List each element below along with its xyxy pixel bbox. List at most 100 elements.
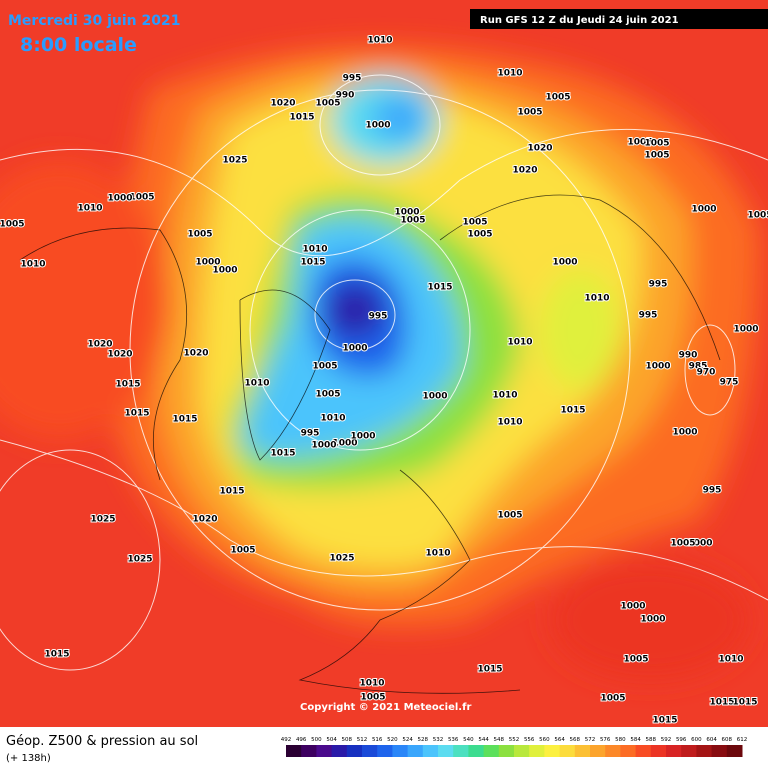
colorbar-tick: 536 <box>448 737 459 743</box>
pressure-label: 1000 <box>350 432 375 442</box>
pressure-label: 1015 <box>124 409 149 419</box>
colorbar: 492 496 500 504 508 512 516 520 524 528 532 536 540 5… <box>281 737 748 757</box>
pressure-label: 1005 <box>517 108 542 118</box>
pressure-label: 1005 <box>230 546 255 556</box>
pressure-label: 1000 <box>620 602 645 612</box>
pressure-label: 970 <box>697 368 716 378</box>
pressure-label: 1005 <box>545 93 570 103</box>
pressure-label: 1000 <box>195 258 220 268</box>
colorbar-swatch <box>726 745 743 757</box>
colorbar-swatch <box>696 745 713 757</box>
colorbar-tick: 548 <box>494 737 505 743</box>
pressure-label: 1025 <box>127 555 152 565</box>
pressure-label: 1000 <box>640 615 665 625</box>
pressure-label: 1015 <box>172 415 197 425</box>
pressure-label: 1025 <box>90 515 115 525</box>
pressure-label: 1005 <box>747 211 768 221</box>
pressure-label: 1010 <box>497 418 522 428</box>
pressure-label: 1000 <box>687 539 712 549</box>
colorbar-tick: 524 <box>402 737 413 743</box>
colorbar-swatch <box>453 745 469 757</box>
colorbar-swatch <box>681 745 697 757</box>
colorbar-swatch <box>514 745 530 757</box>
pressure-label: 1000 <box>645 362 670 372</box>
pressure-label: 1020 <box>270 99 295 109</box>
colorbar-tick: 504 <box>326 737 337 743</box>
colorbar-tick: 516 <box>372 737 383 743</box>
pressure-label: 1000 <box>672 428 697 438</box>
pressure-label: 1000 <box>733 325 758 335</box>
pressure-label: 1005 <box>312 362 337 372</box>
pressure-label: 1005 <box>670 539 695 549</box>
pressure-label: 1015 <box>300 258 325 268</box>
colorbar-tick: 556 <box>524 737 535 743</box>
colorbar-swatch <box>483 745 500 757</box>
pressure-label: 1005 <box>315 390 340 400</box>
pressure-label: 1015 <box>219 487 244 497</box>
pressure-label: 1000 <box>107 194 132 204</box>
pressure-label: 1010 <box>718 655 743 665</box>
pressure-label: 1000 <box>311 441 336 451</box>
colorbar-tick: 572 <box>585 737 596 743</box>
pressure-label: 1005 <box>0 220 25 230</box>
colorbar-tick: 592 <box>661 737 672 743</box>
colorbar-swatch <box>574 745 591 757</box>
pressure-label: 995 <box>369 312 388 322</box>
colorbar-tick: 496 <box>296 737 307 743</box>
pressure-label: 1000 <box>365 121 390 131</box>
pressure-label: 1015 <box>270 449 295 459</box>
pressure-label: 1005 <box>627 138 652 148</box>
colorbar-swatch <box>346 745 363 757</box>
colorbar-tick: 528 <box>418 737 429 743</box>
pressure-label: 1010 <box>77 204 102 214</box>
pressure-label: 1010 <box>302 245 327 255</box>
colorbar-swatch <box>392 745 409 757</box>
colorbar-tick: 584 <box>630 737 641 743</box>
colorbar-tick: 492 <box>281 737 292 743</box>
pressure-label: 1005 <box>360 693 385 703</box>
colorbar-tick: 576 <box>600 737 611 743</box>
colorbar-swatch <box>286 745 302 757</box>
colorbar-tick: 512 <box>357 737 368 743</box>
colorbar-swatch <box>635 745 652 757</box>
pressure-label: 1005 <box>462 218 487 228</box>
pressure-label: 1015 <box>732 698 757 708</box>
colorbar-tick: 544 <box>478 737 489 743</box>
footer-title: Géop. Z500 & pression au sol <box>6 734 198 749</box>
pressure-label: 1000 <box>332 439 357 449</box>
pressure-label: 1010 <box>492 391 517 401</box>
pressure-label: 1005 <box>129 193 154 203</box>
pressure-label: 1015 <box>477 665 502 675</box>
colorbar-swatch <box>422 745 439 757</box>
colorbar-swatch <box>438 745 454 757</box>
pressure-label: 1020 <box>527 144 552 154</box>
pressure-label: 1005 <box>467 230 492 240</box>
pressure-label: 1005 <box>497 511 522 521</box>
copyright: Copyright © 2021 Meteociel.fr <box>300 702 471 713</box>
pressure-label: 1000 <box>691 205 716 215</box>
colorbar-tick: 608 <box>722 737 733 743</box>
colorbar-tick: 604 <box>706 737 717 743</box>
pressure-label: 1005 <box>600 694 625 704</box>
colorbar-swatch <box>468 745 485 757</box>
colorbar-tick: 564 <box>554 737 565 743</box>
pressure-label: 1020 <box>87 340 112 350</box>
pressure-label: 1015 <box>560 406 585 416</box>
colorbar-tick: 612 <box>737 737 748 743</box>
colorbar-tick: 508 <box>342 737 353 743</box>
colorbar-swatch <box>590 745 606 757</box>
pressure-label: 1015 <box>115 380 140 390</box>
colorbar-swatch <box>605 745 621 757</box>
colorbar-swatch <box>650 745 667 757</box>
pressure-label: 1015 <box>44 650 69 660</box>
geopotential-field <box>0 0 768 727</box>
run-box <box>470 9 768 29</box>
colorbar-swatch <box>529 745 545 757</box>
pressure-label: 1020 <box>183 349 208 359</box>
pressure-label: 1010 <box>497 69 522 79</box>
colorbar-tick: 596 <box>676 737 687 743</box>
pressure-label: 1015 <box>709 698 734 708</box>
colorbar-tick: 600 <box>691 737 702 743</box>
pressure-label: 975 <box>720 378 739 388</box>
